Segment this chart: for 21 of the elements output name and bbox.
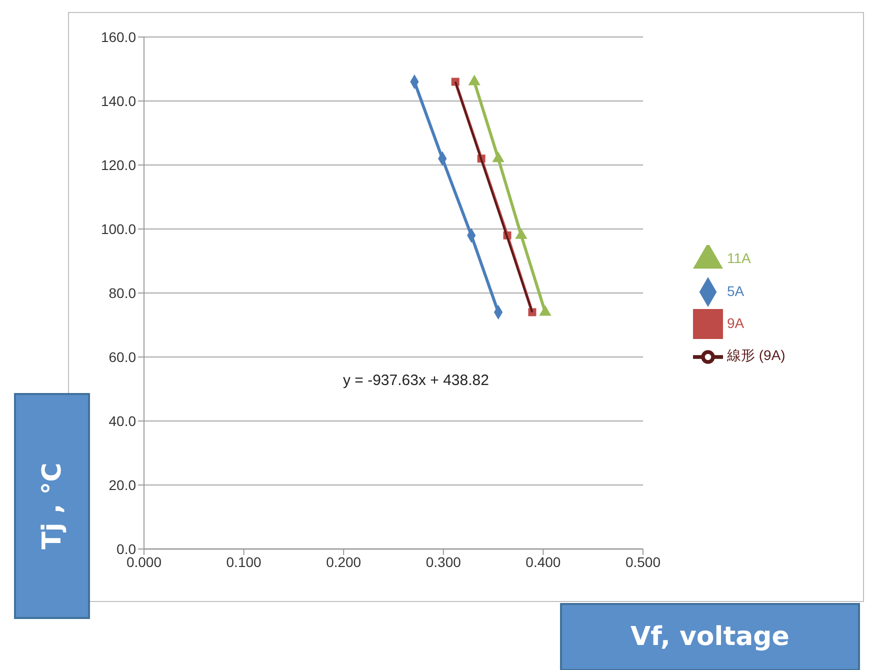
x-tick-label: 0.400 [526, 554, 561, 570]
y-tick-label: 20.0 [108, 476, 136, 493]
point [492, 152, 504, 162]
y-axis-title: Tj , °C [37, 462, 67, 550]
y-tick-label: 40.0 [108, 412, 136, 429]
x-tick-label: 0.300 [426, 554, 462, 570]
legend-label: 線形 (9A) [727, 347, 786, 364]
x-tick-label: 0.500 [625, 554, 661, 570]
y-tick-label: 140.0 [100, 92, 136, 109]
y-tick-label: 80.0 [108, 284, 136, 301]
x-tick-label: 0.200 [326, 554, 362, 570]
y-tick-label: 120.0 [100, 156, 136, 173]
legend-label: 9A [727, 315, 744, 331]
y-tick-label: 160.0 [100, 28, 136, 45]
x-axis-title: Vf, voltage [560, 603, 860, 670]
annotation: y = -937.63x + 438.82 [343, 372, 489, 389]
y-tick-label: 100.0 [100, 220, 136, 237]
x-tick-label: 0.100 [226, 554, 262, 570]
legend-label: 11A [727, 250, 751, 266]
y-tick-label: 60.0 [108, 348, 136, 365]
legend-label: 5A [727, 282, 744, 299]
